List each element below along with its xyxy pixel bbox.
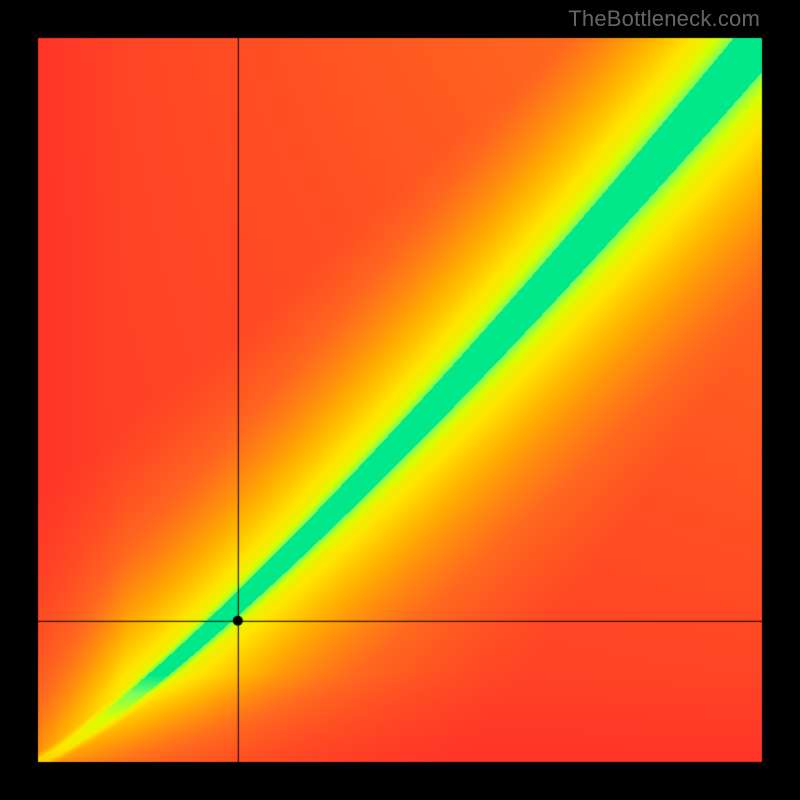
- chart-container: TheBottleneck.com: [0, 0, 800, 800]
- bottleneck-heatmap-canvas: [0, 0, 800, 800]
- watermark-text: TheBottleneck.com: [568, 6, 760, 32]
